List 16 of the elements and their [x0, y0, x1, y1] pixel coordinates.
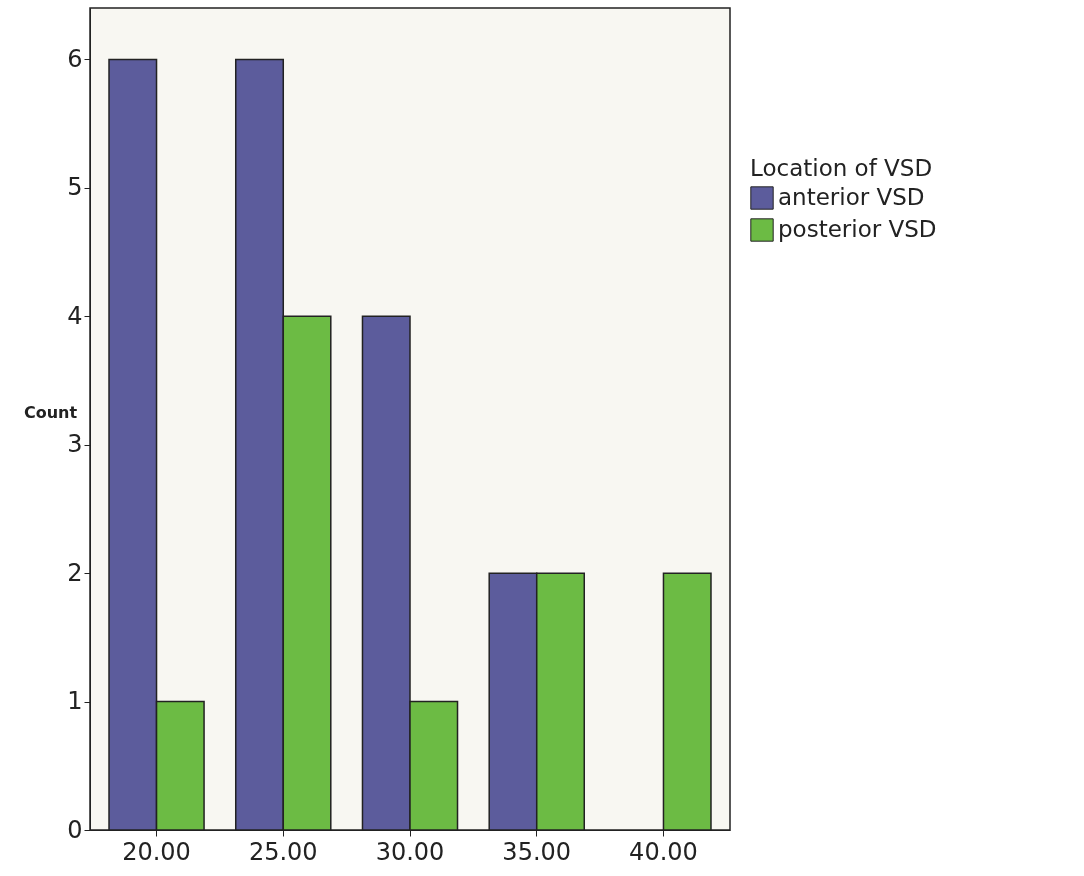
legend-label: anterior VSD: [778, 184, 925, 210]
y-tick-label: 3: [67, 430, 83, 459]
legend-title: Location of VSD: [750, 155, 933, 181]
y-axis-title: Count: [23, 402, 78, 422]
y-tick-label: 6: [67, 44, 83, 73]
x-tick-label: 30.00: [375, 837, 445, 866]
x-tick-label: 20.00: [122, 837, 191, 866]
y-tick-label: 4: [67, 301, 83, 330]
y-tick-label: 0: [67, 815, 83, 844]
y-tick-label: 1: [67, 687, 83, 716]
x-tick-label: 25.00: [248, 837, 318, 866]
y-tick-label: 2: [67, 558, 83, 587]
y-tick-label: 5: [67, 173, 83, 202]
legend-label: posterior VSD: [778, 216, 937, 242]
x-tick-label: 40.00: [629, 837, 698, 866]
x-tick-label: 35.00: [502, 837, 572, 866]
